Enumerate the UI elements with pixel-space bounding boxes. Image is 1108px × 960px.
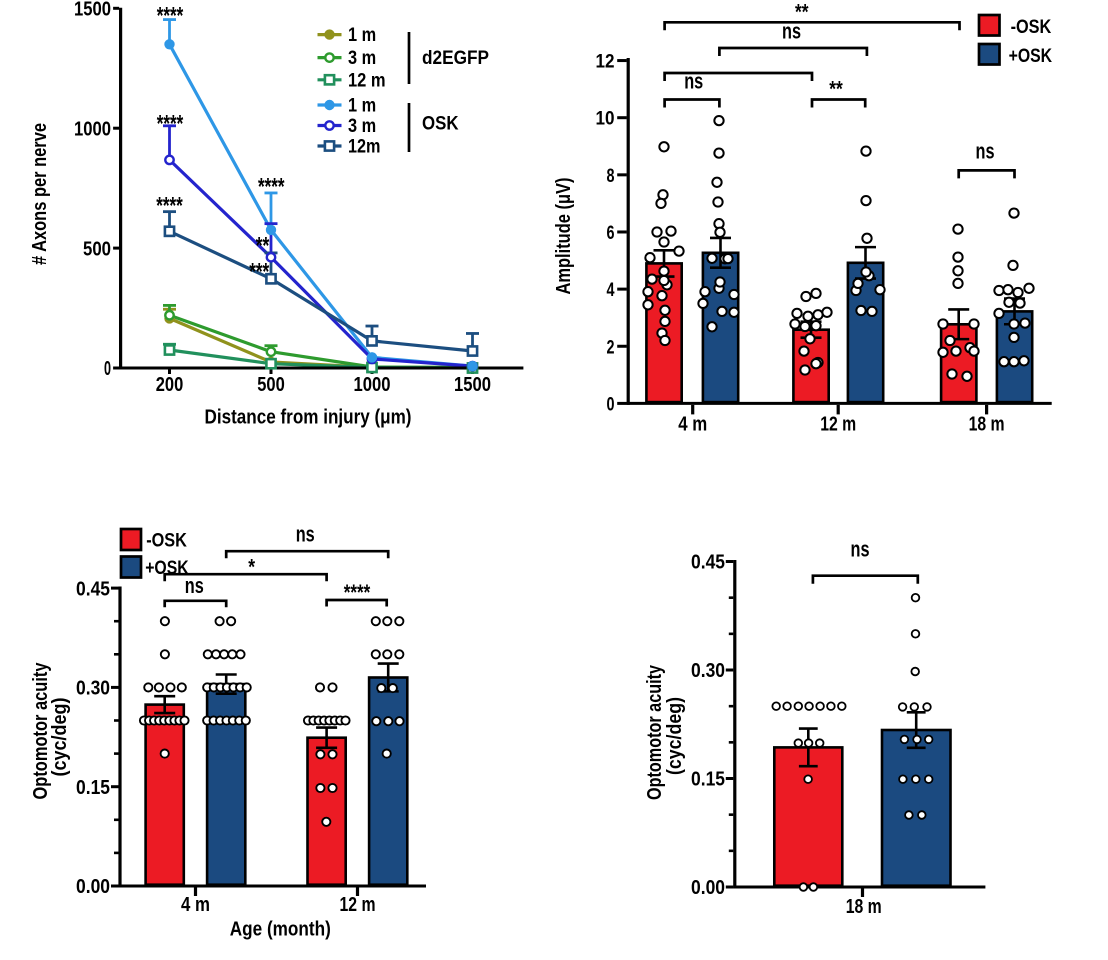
svg-text:0.00: 0.00 bbox=[76, 876, 110, 898]
svg-text:d2EGFP: d2EGFP bbox=[422, 48, 489, 69]
svg-text:3 m: 3 m bbox=[348, 116, 376, 137]
svg-text:18 m: 18 m bbox=[846, 896, 882, 918]
svg-text:1000: 1000 bbox=[354, 374, 391, 396]
svg-text:ns: ns bbox=[851, 536, 870, 561]
svg-text:12: 12 bbox=[596, 52, 615, 73]
svg-text:18 m: 18 m bbox=[969, 414, 1005, 436]
svg-text:1 m: 1 m bbox=[348, 25, 376, 46]
svg-text:0: 0 bbox=[607, 394, 615, 415]
svg-text:(cyc/deg): (cyc/deg) bbox=[664, 697, 686, 775]
svg-text:1000: 1000 bbox=[74, 118, 111, 140]
svg-text:0.30: 0.30 bbox=[691, 660, 725, 682]
svg-text:Optomotor acuity: Optomotor acuity bbox=[30, 662, 52, 800]
svg-text:**: ** bbox=[256, 232, 270, 259]
svg-text:**: ** bbox=[795, 0, 809, 24]
svg-text:OSK: OSK bbox=[422, 114, 459, 135]
svg-text:500: 500 bbox=[83, 238, 111, 260]
svg-text:ns: ns bbox=[684, 69, 703, 94]
svg-text:1500: 1500 bbox=[454, 374, 491, 396]
svg-text:10: 10 bbox=[596, 109, 615, 130]
svg-text:-OSK: -OSK bbox=[146, 531, 187, 552]
svg-text:ns: ns bbox=[296, 522, 315, 547]
svg-text:ns: ns bbox=[976, 139, 995, 164]
svg-text:3 m: 3 m bbox=[348, 48, 376, 69]
svg-text:-OSK: -OSK bbox=[1011, 17, 1052, 38]
svg-text:1500: 1500 bbox=[74, 0, 111, 21]
svg-text:**: ** bbox=[829, 76, 843, 101]
svg-text:4: 4 bbox=[607, 280, 615, 301]
svg-text:12 m: 12 m bbox=[348, 70, 386, 91]
svg-text:+OSK: +OSK bbox=[145, 558, 189, 579]
svg-text:***: *** bbox=[249, 258, 269, 285]
svg-text:****: **** bbox=[157, 110, 184, 137]
svg-text:****: **** bbox=[344, 580, 371, 605]
svg-text:12 m: 12 m bbox=[820, 414, 856, 436]
svg-text:4 m: 4 m bbox=[678, 414, 707, 436]
svg-text:Distance from injury (μm): Distance from injury (μm) bbox=[205, 406, 412, 428]
svg-text:8: 8 bbox=[607, 166, 615, 187]
svg-text:# Axons per nerve: # Axons per nerve bbox=[29, 123, 51, 265]
svg-text:12m: 12m bbox=[348, 137, 381, 158]
svg-text:ns: ns bbox=[185, 573, 204, 598]
svg-text:0.15: 0.15 bbox=[691, 769, 725, 791]
svg-text:12 m: 12 m bbox=[340, 894, 376, 916]
svg-text:0: 0 bbox=[104, 358, 111, 380]
svg-text:Optomotor acuity: Optomotor acuity bbox=[644, 664, 666, 800]
svg-text:ns: ns bbox=[782, 18, 801, 43]
svg-text:Amplitude (μV): Amplitude (μV) bbox=[553, 178, 575, 295]
svg-text:****: **** bbox=[156, 192, 183, 219]
svg-text:4 m: 4 m bbox=[181, 894, 210, 916]
svg-text:*: * bbox=[248, 555, 255, 580]
svg-text:200: 200 bbox=[156, 374, 184, 396]
svg-text:0.00: 0.00 bbox=[691, 877, 725, 899]
svg-text:Age (month): Age (month) bbox=[230, 919, 331, 941]
svg-text:0.45: 0.45 bbox=[691, 552, 725, 574]
svg-text:0.30: 0.30 bbox=[76, 678, 110, 700]
svg-text:500: 500 bbox=[257, 374, 285, 396]
svg-text:+OSK: +OSK bbox=[1009, 46, 1053, 67]
svg-text:0.15: 0.15 bbox=[76, 777, 110, 799]
svg-text:****: **** bbox=[258, 173, 285, 200]
svg-text:2: 2 bbox=[607, 337, 615, 358]
svg-text:6: 6 bbox=[607, 223, 615, 244]
svg-text:****: **** bbox=[157, 2, 184, 29]
svg-text:(cyc/deg): (cyc/deg) bbox=[49, 698, 71, 777]
svg-text:0.45: 0.45 bbox=[76, 578, 110, 600]
svg-text:1 m: 1 m bbox=[348, 96, 376, 117]
